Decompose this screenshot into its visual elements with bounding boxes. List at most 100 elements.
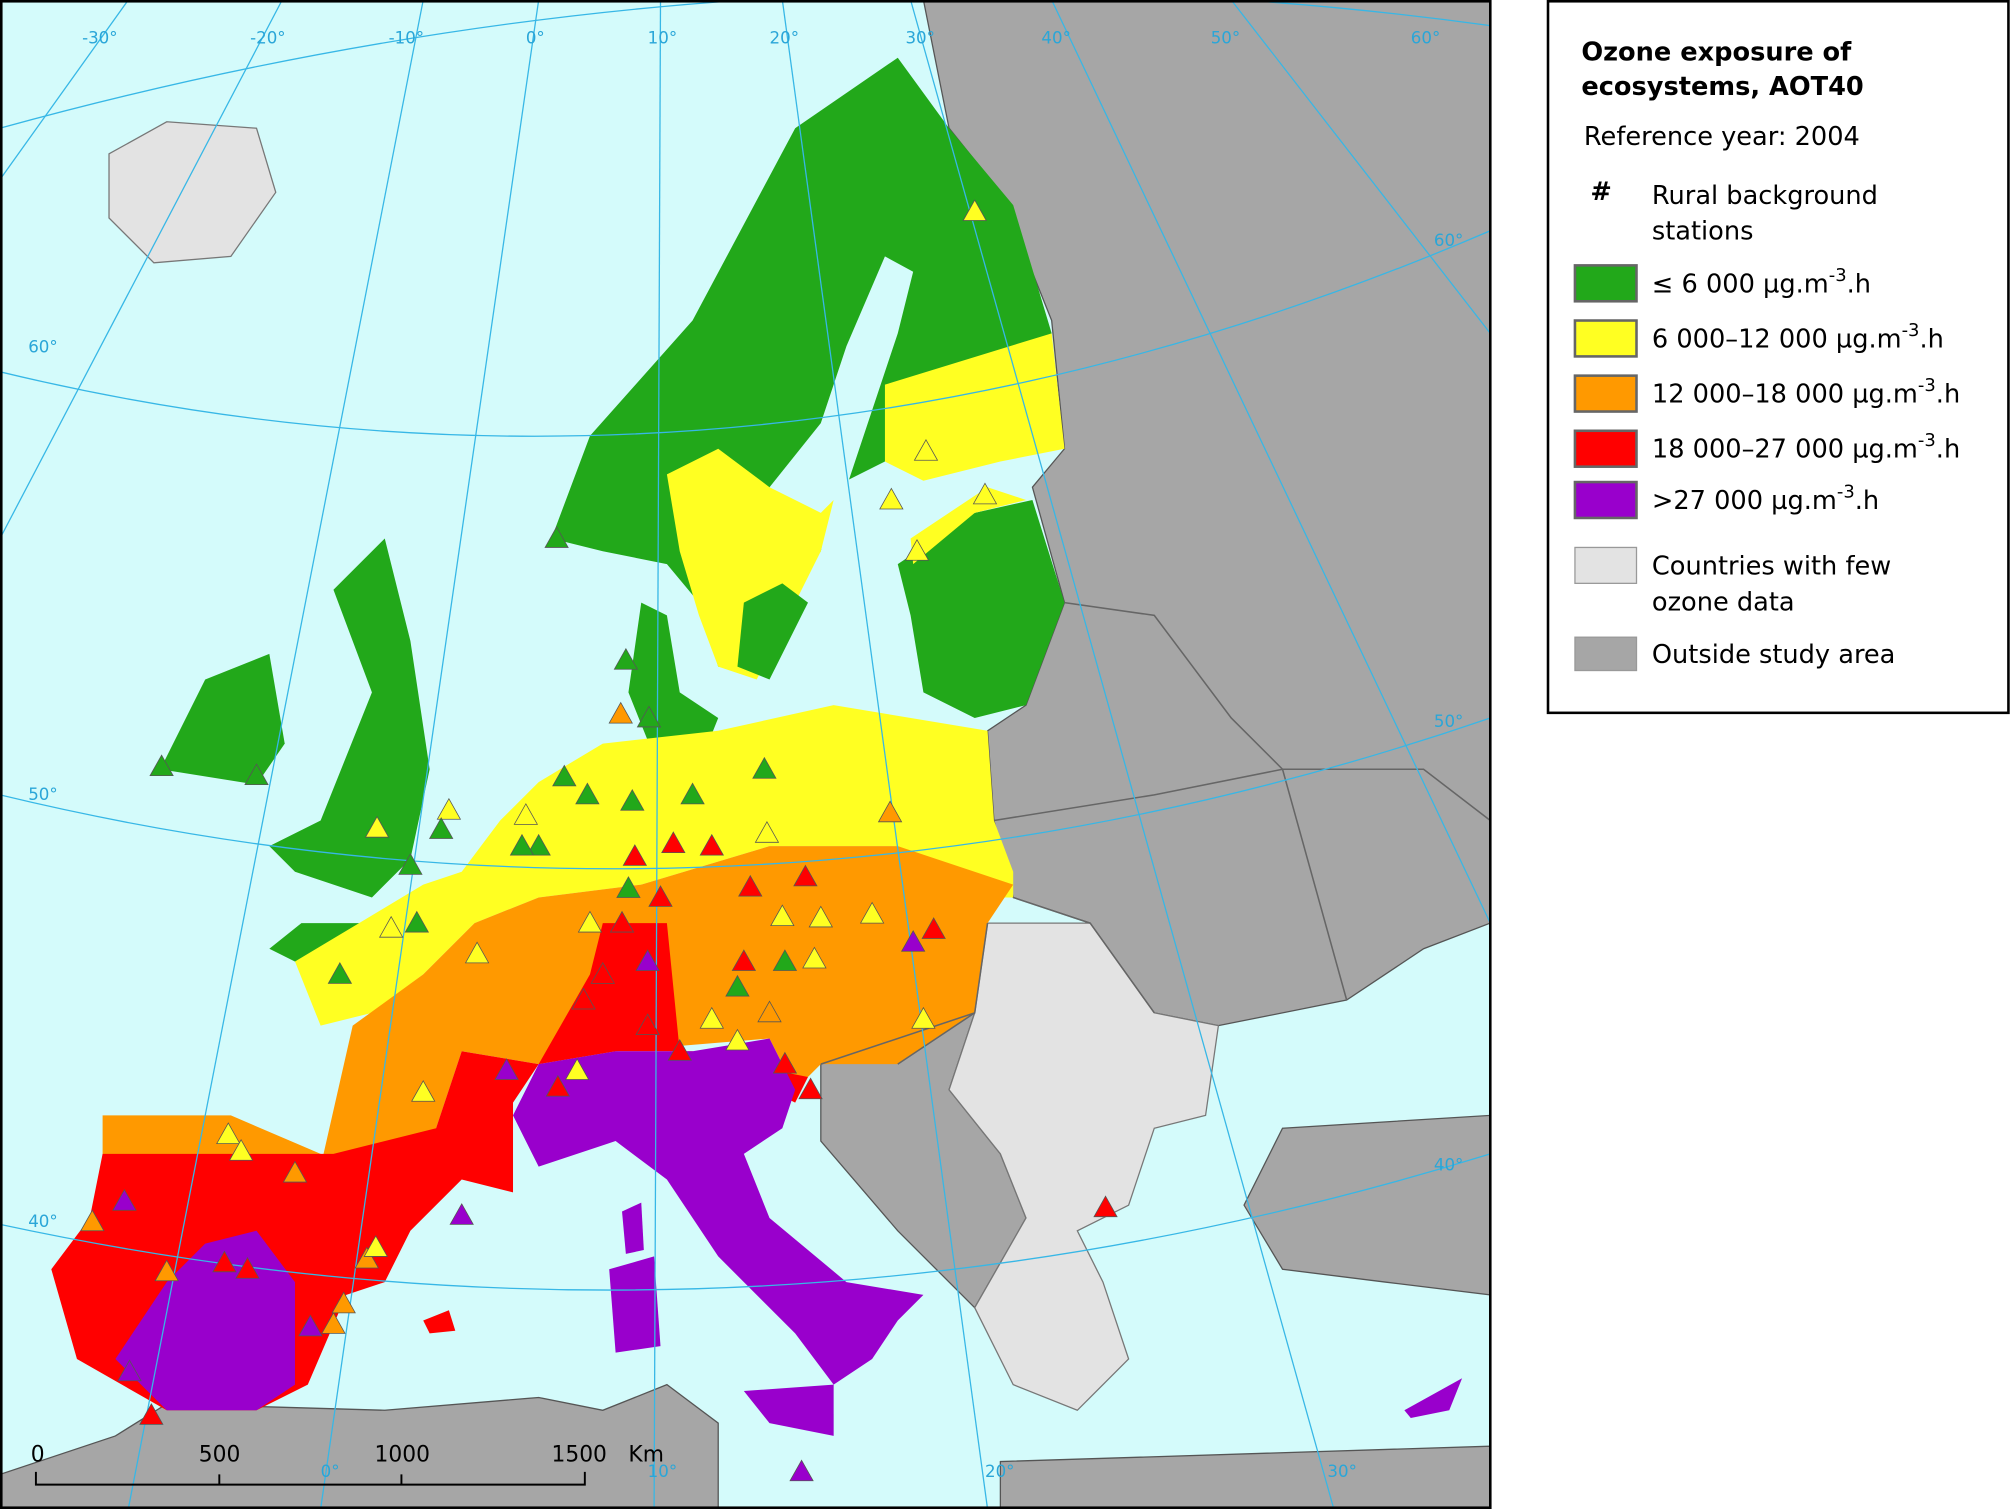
- legend-label: Countries with few: [1652, 551, 1891, 581]
- legend-swatch: [1573, 264, 1638, 303]
- station-marker: [754, 821, 780, 843]
- graticule-label: 60°: [1411, 29, 1441, 48]
- scale-label: 1500: [551, 1443, 606, 1468]
- station-marker: [216, 1122, 241, 1144]
- station-marker: [962, 199, 987, 221]
- station-marker: [808, 905, 834, 928]
- station-marker: [509, 833, 535, 856]
- station-marker: [877, 800, 903, 823]
- class-yellow: [294, 333, 1065, 1026]
- station-marker: [404, 910, 430, 933]
- station-marker: [793, 864, 818, 887]
- station-marker: [117, 1359, 142, 1382]
- legend-label-text: .h: [1936, 380, 1960, 410]
- legend-label-text: 18 000–27 000 µg.m: [1652, 435, 1918, 465]
- graticule-label: 0°: [526, 29, 545, 48]
- station-marker: [398, 853, 423, 875]
- legend-label-text: 12 000–18 000 µg.m: [1652, 380, 1918, 410]
- station-marker: [363, 1235, 388, 1257]
- legend-swatch: [1573, 319, 1638, 358]
- station-marker: [757, 1000, 782, 1023]
- scale-label: 0: [31, 1443, 45, 1468]
- station-marker: [228, 1138, 254, 1161]
- station-marker: [428, 817, 454, 839]
- station-marker: [738, 874, 763, 897]
- scale-label: 500: [199, 1443, 241, 1468]
- legend-label-sup: -3: [1829, 265, 1847, 286]
- station-marker: [378, 915, 404, 938]
- graticule-label: 0°: [321, 1462, 340, 1481]
- graticule-label: 40°: [1041, 29, 1071, 48]
- legend-label: ozone data: [1652, 587, 1795, 617]
- graticule-label: 20°: [770, 29, 800, 48]
- station-marker: [911, 1006, 936, 1029]
- station-marker: [772, 949, 798, 971]
- station-marker: [411, 1080, 436, 1102]
- legend-label: 18 000–27 000 µg.m-3.h: [1652, 430, 1960, 465]
- station-marker: [904, 538, 930, 561]
- station-marker: [449, 1203, 474, 1225]
- station-marker: [622, 844, 648, 866]
- station-marker: [298, 1314, 323, 1337]
- station-marker: [921, 917, 946, 939]
- legend-label-text: >27 000 µg.m: [1652, 486, 1837, 516]
- legend-label: 6 000–12 000 µg.m-3.h: [1652, 320, 1944, 355]
- scale-bar: [34, 1471, 586, 1486]
- station-marker: [635, 949, 660, 971]
- station-marker: [699, 1006, 725, 1029]
- station-marker: [725, 1028, 750, 1051]
- station-marker: [648, 885, 673, 907]
- legend-subtitle: Reference year: 2004: [1584, 122, 1860, 152]
- station-marker: [770, 904, 795, 927]
- station-marker: [526, 833, 551, 856]
- graticule-label: -10°: [389, 29, 425, 48]
- legend-swatch: [1573, 480, 1638, 520]
- station-marker: [900, 930, 926, 952]
- graticule-label: 30°: [905, 29, 935, 48]
- station-marker: [244, 763, 269, 786]
- gulf-of-bothnia: [769, 256, 914, 513]
- legend-swatch: [1573, 374, 1638, 413]
- station-marker: [139, 1403, 164, 1425]
- station-symbol: #: [1590, 177, 1611, 207]
- station-marker: [608, 701, 633, 724]
- station-marker: [464, 941, 490, 964]
- station-marker: [635, 1013, 660, 1036]
- graticule-label: 10°: [648, 1462, 678, 1481]
- legend-label-text: .h: [1936, 435, 1960, 465]
- legend-label-text: .h: [1919, 324, 1943, 354]
- station-marker: [564, 1058, 590, 1080]
- station-marker: [802, 946, 827, 969]
- station-marker: [616, 876, 641, 898]
- graticule-labels: -30° -20° -10° 0° 10° 20° 30° 40° 50° 60° 60° 50° 40…: [28, 29, 1463, 1481]
- station-marker: [1093, 1195, 1118, 1218]
- legend-label-sup: -3: [1918, 430, 1936, 451]
- graticule-label: 60°: [28, 338, 58, 357]
- station-marker: [544, 526, 569, 548]
- station-marker: [235, 1256, 260, 1279]
- legend-label-sup: -3: [1918, 375, 1936, 396]
- station-marker: [364, 815, 390, 838]
- station-marker: [772, 1051, 798, 1074]
- station-marker: [590, 962, 615, 984]
- graticule-label: 40°: [28, 1212, 58, 1231]
- station-marker: [321, 1312, 346, 1334]
- station-marker: [354, 1246, 380, 1269]
- graticule: [0, 0, 1491, 1509]
- station-marker: [699, 833, 725, 856]
- station-marker: [609, 910, 635, 933]
- legend-label-sup: -3: [1837, 481, 1855, 502]
- station-marker: [859, 901, 885, 924]
- station-marker: [680, 782, 705, 805]
- graticule-label: 50°: [1211, 29, 1241, 48]
- station-marker: [731, 949, 757, 971]
- legend-title: ecosystems, AOT40: [1581, 72, 1863, 102]
- graticule-label: -20°: [250, 29, 286, 48]
- stations-label: stations: [1652, 217, 1754, 247]
- graticule-label: 30°: [1327, 1462, 1357, 1481]
- class-green: [737, 583, 808, 680]
- legend-swatch: [1574, 636, 1638, 672]
- legend-title: Ozone exposure of: [1581, 37, 1852, 67]
